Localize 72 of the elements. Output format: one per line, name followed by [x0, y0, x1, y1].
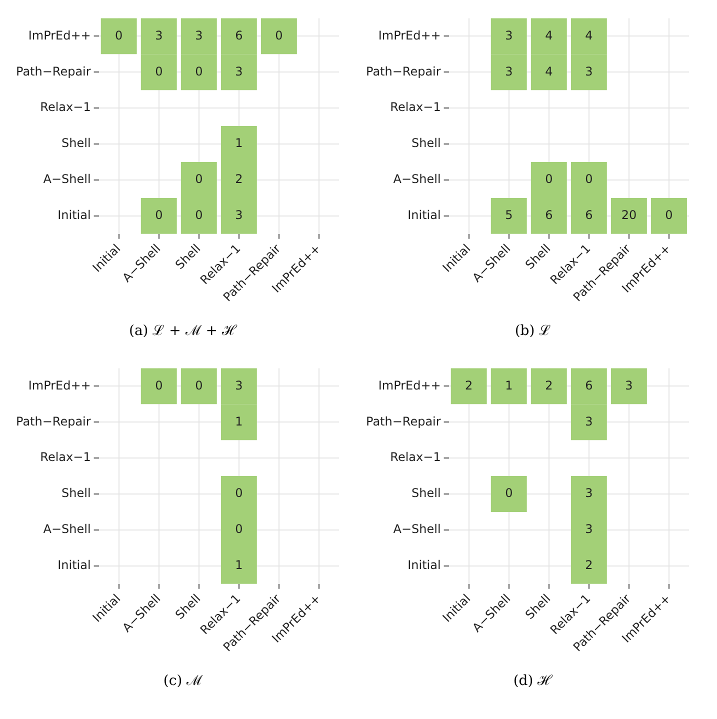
data-label: 1	[235, 136, 243, 150]
text: (d) ℋ	[513, 672, 553, 689]
data-label: 3	[235, 64, 243, 78]
y-tick-label: Initial	[58, 208, 91, 222]
text: (b) ℒ	[514, 322, 552, 339]
data-label: 2	[235, 172, 243, 186]
data-label: 2	[545, 378, 553, 392]
data-label: 0	[195, 208, 203, 222]
data-label: 0	[195, 64, 203, 78]
data-label: 0	[665, 208, 673, 222]
y-tick-label: Path−Repair	[366, 414, 441, 428]
data-label: 0	[155, 378, 163, 392]
y-tick-label: Path−Repair	[16, 64, 91, 78]
y-tick-label: A−Shell	[393, 172, 441, 186]
data-label: 1	[505, 378, 513, 392]
data-label: 5	[505, 208, 513, 222]
data-label: 0	[195, 378, 203, 392]
y-tick-label: Initial	[58, 558, 91, 572]
y-tick-label: ImPrEd++	[28, 28, 91, 42]
data-label: 0	[545, 172, 553, 186]
y-tick-label: ImPrEd++	[378, 378, 441, 392]
data-label: 3	[625, 378, 633, 392]
data-label: 3	[235, 208, 243, 222]
data-label: 4	[545, 64, 553, 78]
data-label: 1	[235, 558, 243, 572]
data-label: 0	[195, 172, 203, 186]
data-label: 3	[505, 64, 513, 78]
data-label: 3	[585, 522, 593, 536]
y-tick-label: Relax−1	[40, 100, 91, 114]
data-label: 3	[505, 28, 513, 42]
data-label: 0	[505, 486, 513, 500]
data-label: 3	[585, 64, 593, 78]
y-tick-label: A−Shell	[43, 522, 91, 536]
y-tick-label: Shell	[62, 486, 91, 500]
y-tick-label: ImPrEd++	[378, 28, 441, 42]
data-label: 1	[235, 414, 243, 428]
y-tick-label: A−Shell	[393, 522, 441, 536]
y-tick-label: ImPrEd++	[28, 378, 91, 392]
y-tick-label: Relax−1	[390, 450, 441, 464]
y-tick-label: Shell	[412, 136, 441, 150]
y-tick-label: Relax−1	[390, 100, 441, 114]
data-label: 3	[195, 28, 203, 42]
y-tick-label: A−Shell	[43, 172, 91, 186]
data-label: 4	[585, 28, 593, 42]
y-tick-label: Initial	[408, 558, 441, 572]
text: (a) ℒ + ℳ + ℋ	[129, 322, 237, 339]
y-tick-label: Path−Repair	[16, 414, 91, 428]
data-label: 4	[545, 28, 553, 42]
data-label: 2	[585, 558, 593, 572]
y-tick-label: Shell	[62, 136, 91, 150]
data-label: 0	[235, 522, 243, 536]
data-label: 3	[155, 28, 163, 42]
data-label: 6	[585, 378, 593, 392]
y-tick-label: Shell	[412, 486, 441, 500]
data-label: 6	[235, 28, 243, 42]
data-label: 0	[585, 172, 593, 186]
data-label: 0	[155, 64, 163, 78]
data-label: 3	[235, 378, 243, 392]
data-label: 0	[235, 486, 243, 500]
data-label: 0	[155, 208, 163, 222]
data-label: 6	[545, 208, 553, 222]
y-tick-label: Path−Repair	[366, 64, 441, 78]
y-tick-label: Initial	[408, 208, 441, 222]
data-label: 3	[585, 486, 593, 500]
data-label: 6	[585, 208, 593, 222]
text: (c) ℳ	[163, 672, 203, 689]
data-label: 20	[621, 208, 637, 222]
data-label: 0	[275, 28, 283, 42]
data-label: 0	[115, 28, 123, 42]
y-tick-label: Relax−1	[40, 450, 91, 464]
data-label: 2	[465, 378, 473, 392]
data-label: 3	[585, 414, 593, 428]
